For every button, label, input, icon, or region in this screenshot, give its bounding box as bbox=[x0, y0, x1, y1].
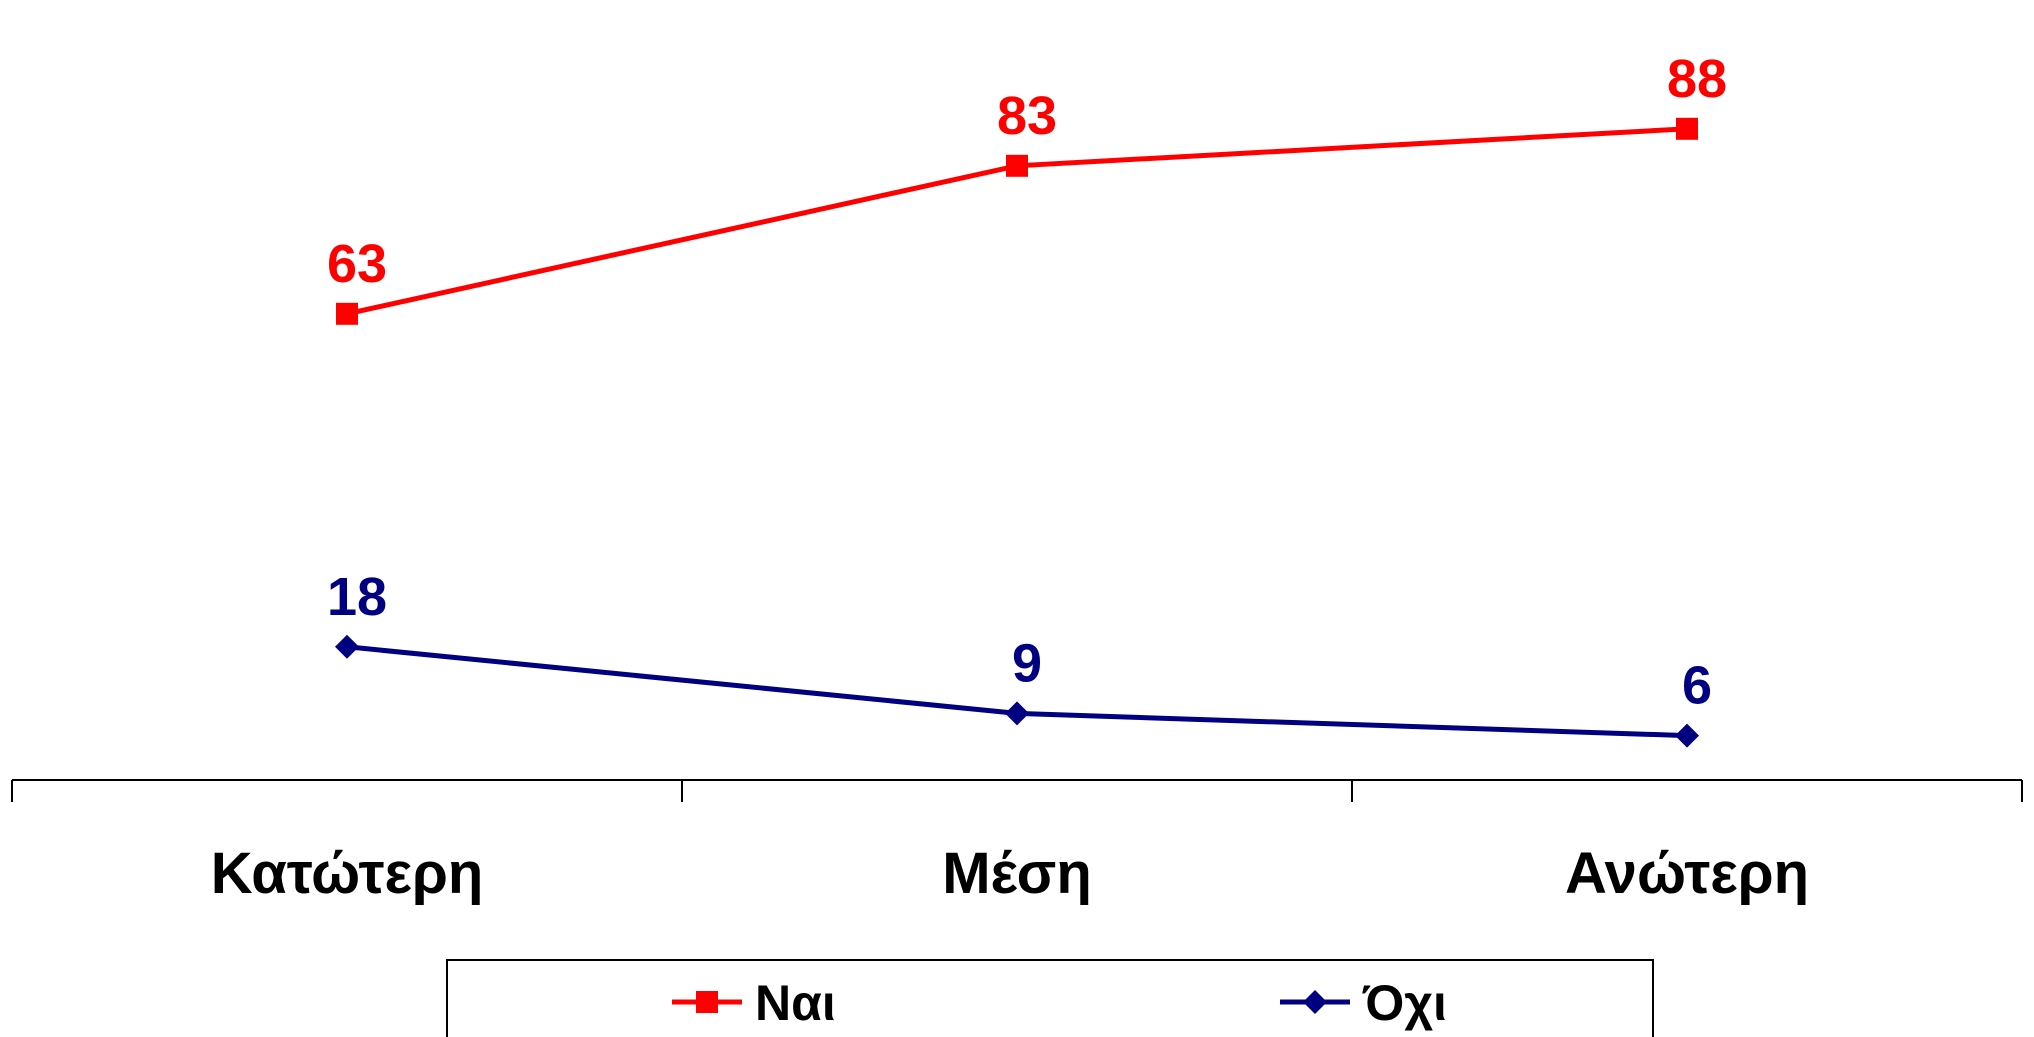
category-label: Ανώτερη bbox=[1565, 841, 1809, 906]
data-label: 83 bbox=[997, 86, 1057, 146]
legend-frame bbox=[446, 959, 1654, 1037]
series-markers bbox=[335, 117, 1699, 748]
data-label: 88 bbox=[1667, 49, 1727, 109]
category-label: Κατώτερη bbox=[211, 841, 484, 906]
data-point bbox=[1675, 723, 1699, 748]
legend: Ναι Όχι bbox=[446, 959, 1654, 1037]
category-label: Μέση bbox=[942, 841, 1092, 906]
legend-label: Όχι bbox=[1362, 975, 1447, 1031]
legend-marker bbox=[1303, 990, 1327, 1014]
data-point bbox=[1005, 701, 1029, 726]
data-point bbox=[335, 634, 359, 659]
data-point bbox=[1676, 117, 1698, 140]
data-label: 63 bbox=[327, 234, 387, 294]
category-labels: Κατώτερη Μέση Ανώτερη bbox=[211, 841, 1809, 906]
data-label: 9 bbox=[1012, 633, 1042, 693]
legend-marker bbox=[696, 991, 718, 1013]
legend-label: Ναι bbox=[755, 975, 836, 1031]
data-labels: 63 83 88 18 9 6 bbox=[327, 49, 1727, 716]
data-label: 18 bbox=[327, 567, 387, 627]
x-axis bbox=[11, 779, 2023, 802]
data-point bbox=[1006, 154, 1028, 177]
data-label: 6 bbox=[1682, 656, 1712, 716]
data-point bbox=[336, 302, 358, 325]
